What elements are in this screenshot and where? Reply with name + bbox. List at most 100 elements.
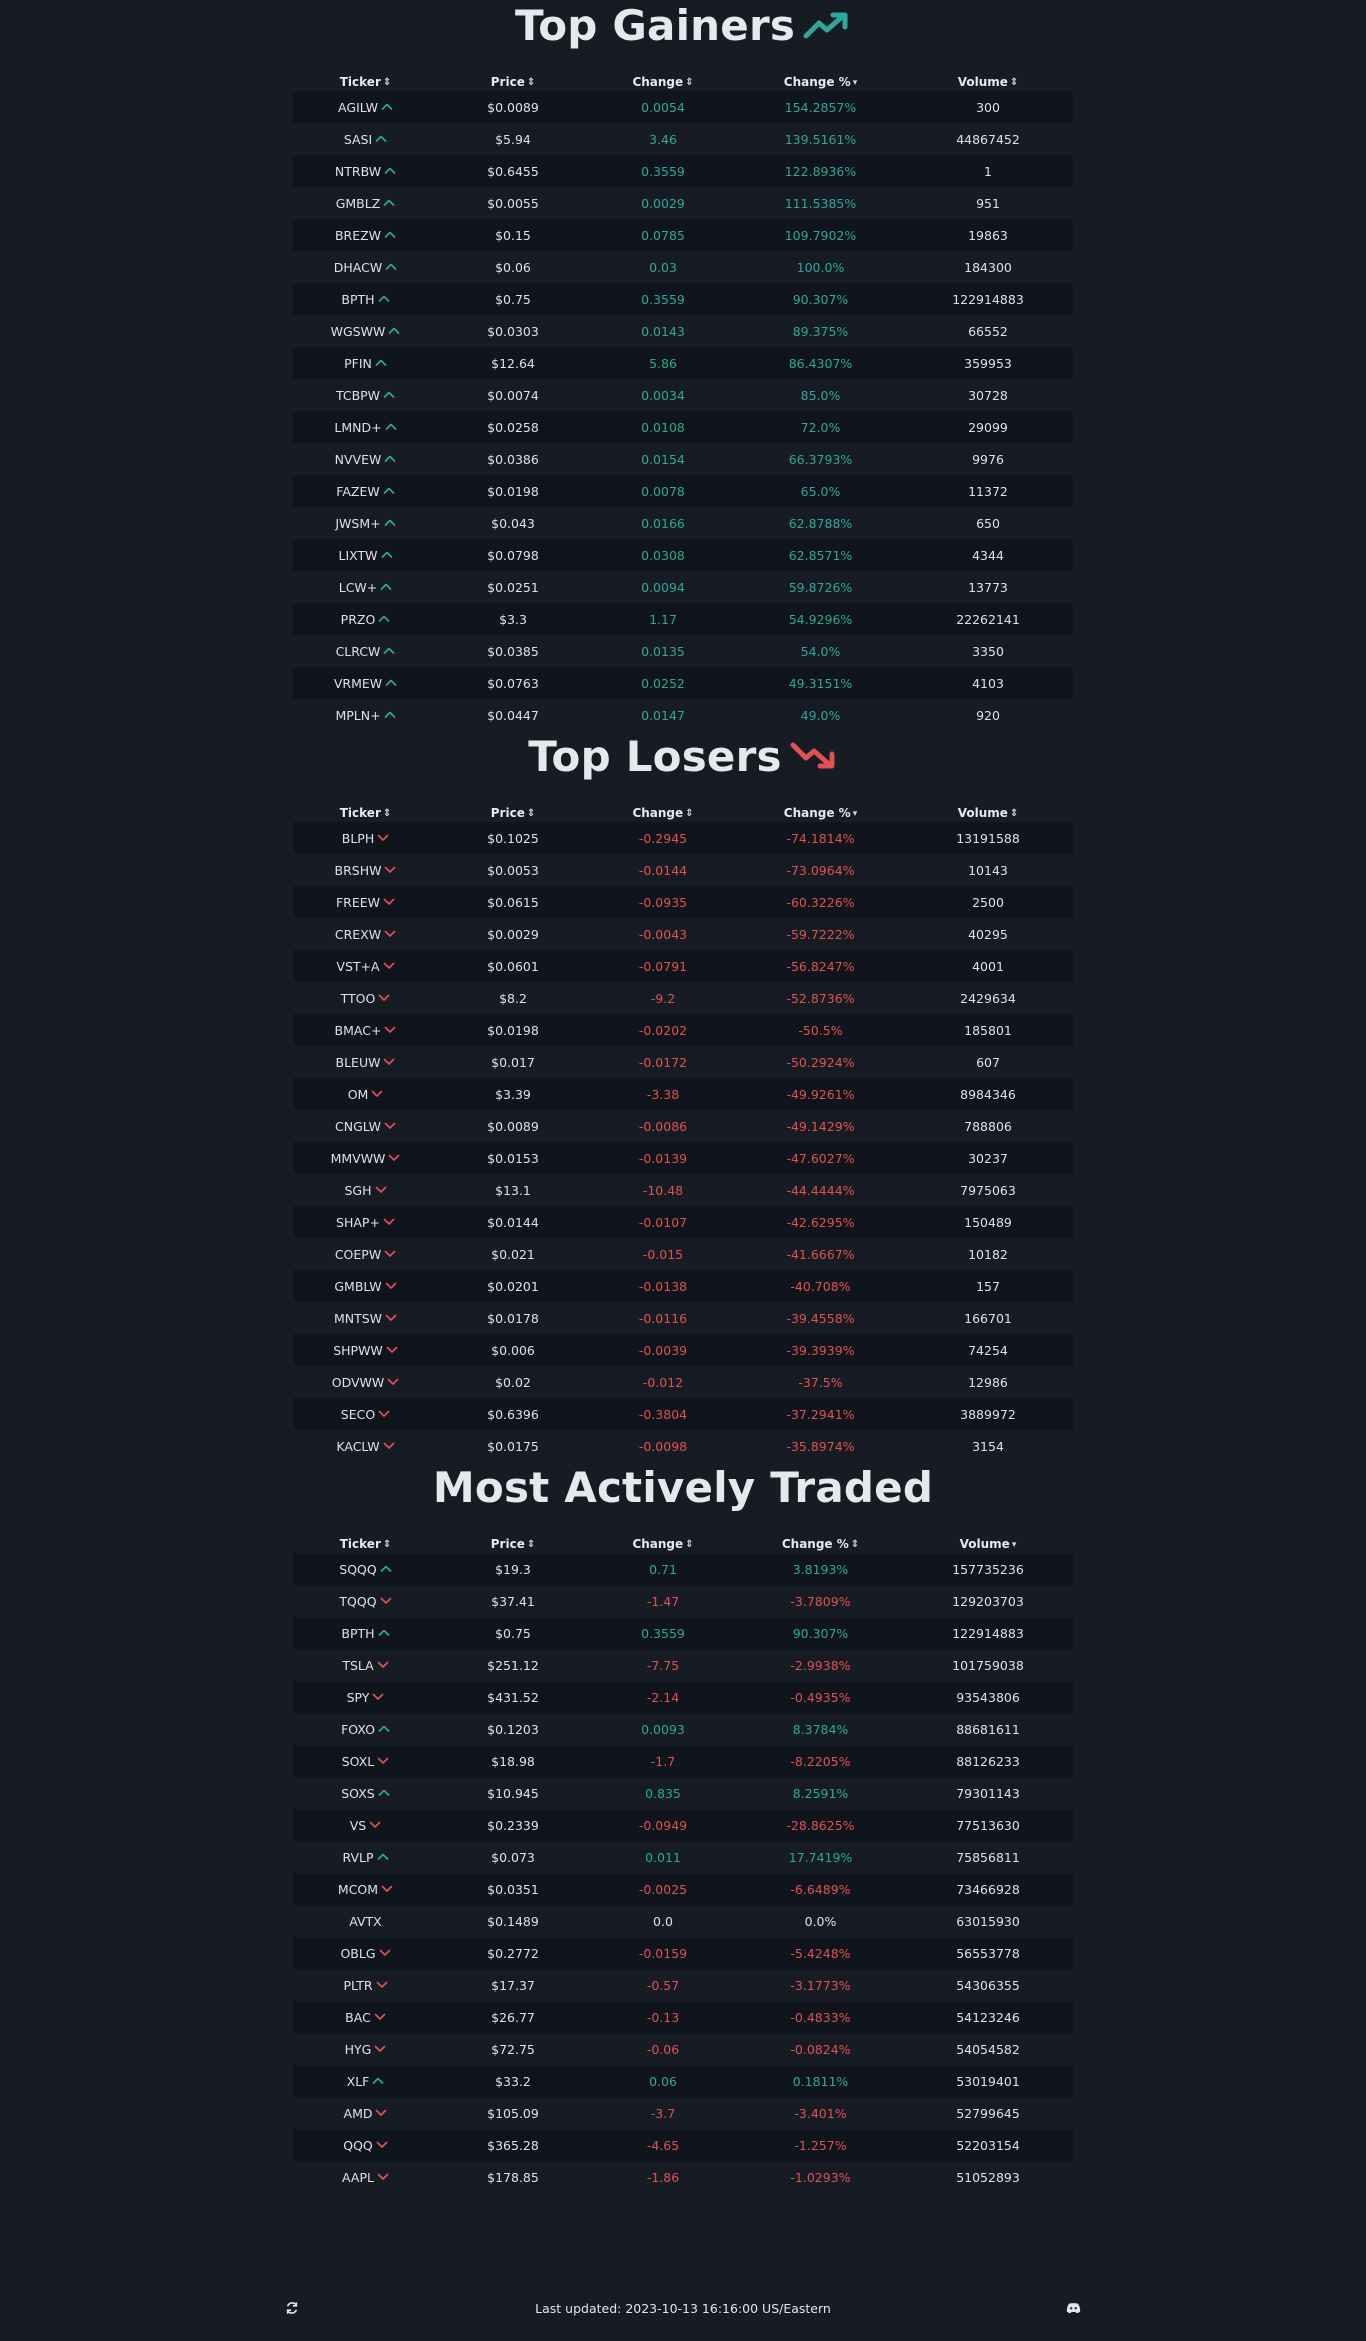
column-header-change-pct[interactable]: Change % ▾	[738, 804, 903, 822]
ticker-symbol[interactable]: MCOM	[337, 1881, 379, 1897]
column-header-volume[interactable]: Volume ▾	[903, 1535, 1073, 1553]
refresh-icon[interactable]	[283, 2299, 301, 2317]
ticker-symbol[interactable]: AMD	[343, 2105, 373, 2121]
ticker-symbol[interactable]: VST+A	[336, 958, 380, 974]
table-row: FOXO $0.1203 0.0093 8.3784% 88681611	[293, 1713, 1073, 1745]
cell-price: $0.0178	[438, 1302, 588, 1334]
ticker-symbol[interactable]: TCBPW	[335, 387, 381, 403]
ticker-symbol[interactable]: FOXO	[341, 1721, 375, 1737]
ticker-symbol[interactable]: RVLP	[342, 1849, 374, 1865]
cell-change-pct: 8.3784%	[738, 1713, 903, 1745]
ticker-symbol[interactable]: SGH	[344, 1182, 372, 1198]
ticker-symbol[interactable]: JWSM+	[335, 515, 381, 531]
cell-volume: 359953	[903, 347, 1073, 379]
table-row: JWSM+ $0.043 0.0166 62.8788% 650	[293, 507, 1073, 539]
cell-volume: 52203154	[903, 2129, 1073, 2161]
column-header-ticker[interactable]: Ticker ⇕	[293, 1535, 438, 1553]
ticker-symbol[interactable]: FREEW	[335, 894, 381, 910]
cell-volume: 4001	[903, 950, 1073, 982]
ticker-symbol[interactable]: AGILW	[338, 99, 378, 115]
ticker-symbol[interactable]: BPTH	[341, 1625, 375, 1641]
ticker-symbol[interactable]: PLTR	[343, 1977, 373, 1993]
table-row: MNTSW $0.0178 -0.0116 -39.4558% 166701	[293, 1302, 1073, 1334]
ticker-symbol[interactable]: WGSWW	[330, 323, 386, 339]
ticker-symbol[interactable]: CLRCW	[335, 643, 381, 659]
column-header-change-pct[interactable]: Change % ⇕	[738, 1535, 903, 1553]
ticker-symbol[interactable]: FAZEW	[336, 483, 380, 499]
ticker-symbol[interactable]: NTRBW	[334, 163, 382, 179]
column-header-price[interactable]: Price ⇕	[438, 1535, 588, 1553]
ticker-symbol[interactable]: XLF	[346, 2073, 370, 2089]
ticker-symbol[interactable]: KACLW	[336, 1438, 380, 1454]
ticker-symbol[interactable]: GMBLZ	[335, 195, 381, 211]
chevron-down-icon	[388, 1151, 400, 1161]
ticker-symbol[interactable]: OBLG	[340, 1945, 376, 1961]
cell-price: $0.0615	[438, 886, 588, 918]
ticker-symbol[interactable]: CREXW	[334, 926, 382, 942]
ticker-symbol[interactable]: PFIN	[344, 355, 372, 371]
ticker-symbol[interactable]: SHAP+	[336, 1214, 380, 1230]
column-header-price[interactable]: Price ⇕	[438, 804, 588, 822]
cell-ticker: FREEW	[293, 886, 438, 918]
column-header-volume[interactable]: Volume ⇕	[903, 73, 1073, 91]
ticker-symbol[interactable]: SASI	[343, 131, 373, 147]
column-header-label: Ticker	[339, 806, 381, 820]
ticker-symbol[interactable]: QQQ	[343, 2137, 373, 2153]
ticker-symbol[interactable]: BMAC+	[334, 1022, 382, 1038]
ticker-symbol[interactable]: BREZW	[334, 227, 382, 243]
ticker-symbol[interactable]: PRZO	[340, 611, 376, 627]
cell-ticker: QQQ	[293, 2129, 438, 2161]
cell-volume: 44867452	[903, 123, 1073, 155]
column-header-change[interactable]: Change ⇕	[588, 804, 738, 822]
ticker-symbol[interactable]: TSLA	[342, 1657, 374, 1673]
ticker-symbol[interactable]: SPY	[346, 1689, 370, 1705]
column-header-price[interactable]: Price ⇕	[438, 73, 588, 91]
ticker-symbol[interactable]: ODVWW	[331, 1374, 385, 1390]
ticker-symbol[interactable]: BLEUW	[335, 1054, 381, 1070]
ticker-symbol[interactable]: VS	[349, 1817, 367, 1833]
column-header-volume[interactable]: Volume ⇕	[903, 804, 1073, 822]
ticker-symbol[interactable]: TTOO	[340, 990, 376, 1006]
ticker-symbol[interactable]: GMBLW	[334, 1278, 382, 1294]
ticker-symbol[interactable]: DHACW	[333, 259, 383, 275]
column-header-ticker[interactable]: Ticker ⇕	[293, 804, 438, 822]
ticker-symbol[interactable]: CNGLW	[335, 1118, 381, 1134]
ticker-symbol[interactable]: BRSHW	[334, 862, 382, 878]
ticker-symbol[interactable]: AAPL	[342, 2169, 374, 2185]
ticker-symbol[interactable]: OM	[347, 1086, 369, 1102]
cell-change: -0.0172	[588, 1046, 738, 1078]
ticker-symbol[interactable]: MPLN+	[335, 707, 381, 723]
column-header-change-pct[interactable]: Change % ▾	[738, 73, 903, 91]
ticker-symbol[interactable]: COEPW	[334, 1246, 382, 1262]
column-header-ticker[interactable]: Ticker ⇕	[293, 73, 438, 91]
cell-ticker: TTOO	[293, 982, 438, 1014]
cell-ticker: BAC	[293, 2001, 438, 2033]
ticker-symbol[interactable]: BPTH	[341, 291, 375, 307]
ticker-symbol[interactable]: VRMEW	[333, 675, 383, 691]
ticker-symbol[interactable]: BLPH	[341, 830, 375, 846]
discord-icon[interactable]	[1065, 2299, 1083, 2317]
ticker-symbol[interactable]: SOXL	[341, 1753, 375, 1769]
section-title-text: Most Actively Traded	[432, 1462, 934, 1512]
ticker-symbol[interactable]: TQQQ	[339, 1593, 377, 1609]
column-header-change[interactable]: Change ⇕	[588, 73, 738, 91]
table-row: NTRBW $0.6455 0.3559 122.8936% 1	[293, 155, 1073, 187]
ticker-symbol[interactable]: HYG	[344, 2041, 372, 2057]
ticker-symbol[interactable]: SQQQ	[339, 1561, 377, 1577]
chevron-down-icon	[384, 1023, 396, 1033]
cell-price: $0.15	[438, 219, 588, 251]
column-header-change[interactable]: Change ⇕	[588, 1535, 738, 1553]
ticker-symbol[interactable]: MNTSW	[333, 1310, 383, 1326]
table-row: MPLN+ $0.0447 0.0147 49.0% 920	[293, 699, 1073, 731]
cell-ticker: BPTH	[293, 283, 438, 315]
ticker-symbol[interactable]: LIXTW	[338, 547, 378, 563]
ticker-symbol[interactable]: LCW+	[338, 579, 378, 595]
ticker-symbol[interactable]: MMVWW	[330, 1150, 386, 1166]
ticker-symbol[interactable]: SECO	[340, 1406, 376, 1422]
ticker-symbol[interactable]: NVVEW	[334, 451, 382, 467]
ticker-symbol[interactable]: LMND+	[334, 419, 382, 435]
ticker-symbol[interactable]: AVTX	[349, 1913, 382, 1929]
ticker-symbol[interactable]: BAC	[345, 2009, 371, 2025]
ticker-symbol[interactable]: SOXS	[341, 1785, 375, 1801]
ticker-symbol[interactable]: SHPWW	[333, 1342, 383, 1358]
